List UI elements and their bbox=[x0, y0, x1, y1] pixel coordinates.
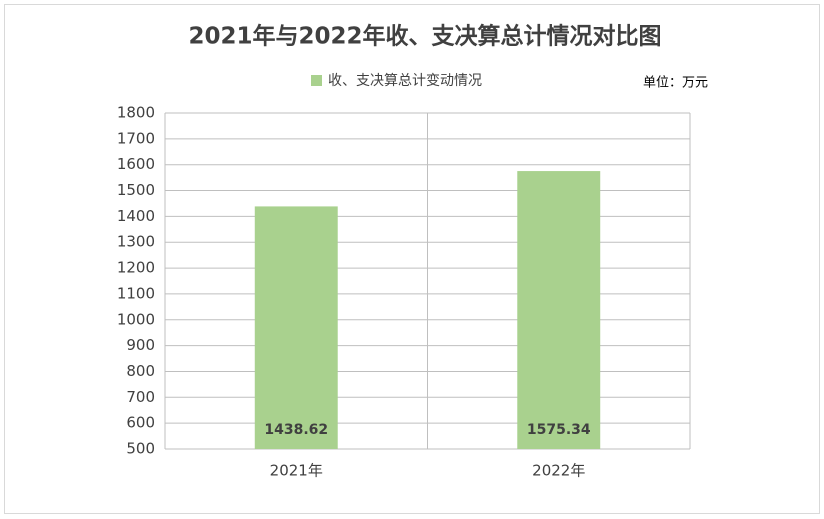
legend-label: 收、支决算总计变动情况 bbox=[328, 73, 482, 89]
chart-border bbox=[4, 4, 820, 514]
data-label: 1438.62 bbox=[264, 422, 328, 438]
bar bbox=[517, 171, 601, 449]
data-label: 1575.34 bbox=[527, 422, 591, 438]
y-tick-label: 1700 bbox=[117, 129, 155, 147]
y-tick-label: 900 bbox=[126, 336, 155, 354]
unit-label: 单位：万元 bbox=[643, 76, 708, 91]
y-tick-label: 700 bbox=[126, 388, 155, 406]
bar bbox=[254, 206, 338, 449]
x-tick-label: 2022年 bbox=[532, 462, 585, 480]
legend-swatch bbox=[311, 75, 322, 86]
y-tick-label: 800 bbox=[126, 362, 155, 380]
chart-title: 2021年与2022年收、支决算总计情况对比图 bbox=[188, 23, 661, 50]
y-tick-label: 1400 bbox=[117, 207, 155, 225]
y-tick-label: 1000 bbox=[117, 310, 155, 328]
y-tick-label: 1600 bbox=[117, 155, 155, 173]
y-tick-label: 1200 bbox=[117, 259, 155, 277]
y-tick-label: 1300 bbox=[117, 233, 155, 251]
x-tick-label: 2021年 bbox=[270, 462, 323, 480]
y-tick-label: 1100 bbox=[117, 284, 155, 302]
y-tick-label: 1800 bbox=[117, 104, 155, 122]
y-tick-label: 1500 bbox=[117, 181, 155, 199]
y-tick-label: 600 bbox=[126, 414, 155, 432]
y-tick-label: 500 bbox=[126, 440, 155, 458]
